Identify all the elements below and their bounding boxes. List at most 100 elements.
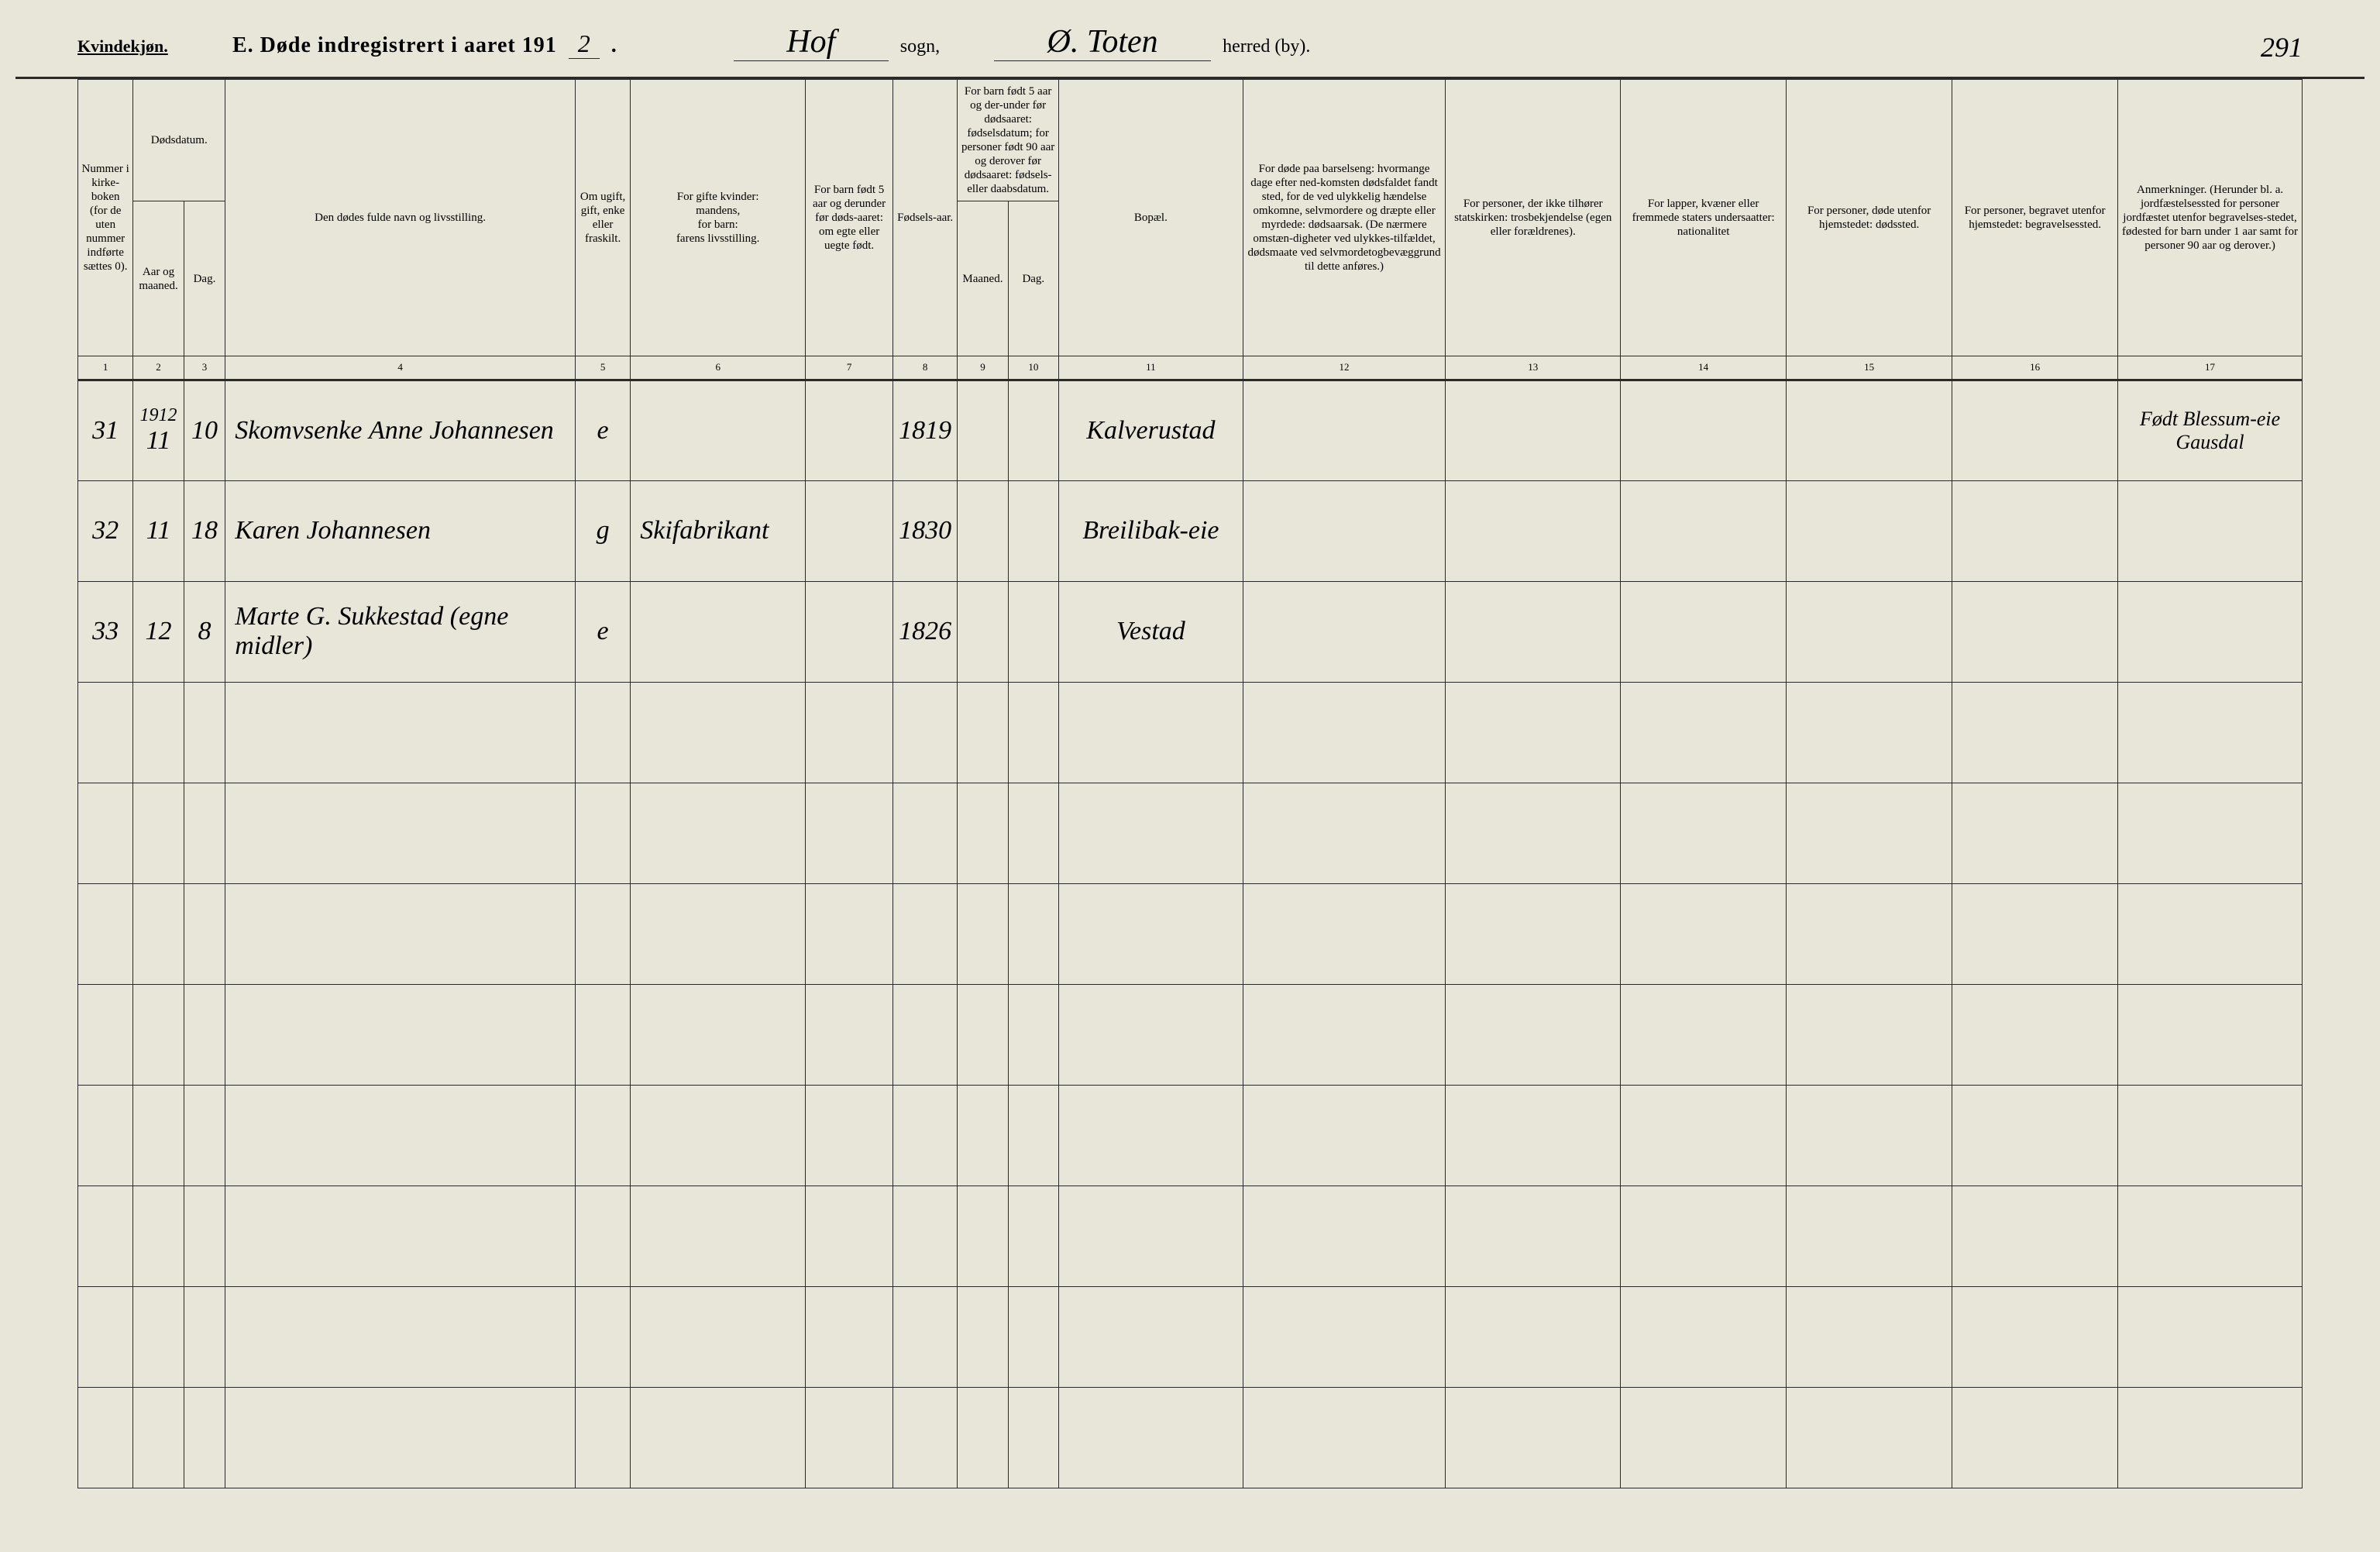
table-row-empty bbox=[78, 984, 2303, 1085]
col-num: 11 bbox=[1059, 356, 1243, 380]
col-header-6: For gifte kvinder: mandens, for barn: fa… bbox=[631, 80, 806, 356]
col-header-7: For barn født 5 aar og derunder før døds… bbox=[806, 80, 893, 356]
cell-nationality bbox=[1621, 581, 1787, 682]
col-num: 7 bbox=[806, 356, 893, 380]
title-area: E. Døde indregistrert i aaret 191 2 . Ho… bbox=[232, 23, 2303, 61]
cell-cause bbox=[1243, 480, 1446, 581]
cell-birth-year: 1819 bbox=[893, 380, 958, 480]
cell-cause bbox=[1243, 581, 1446, 682]
cell-death-place bbox=[1787, 581, 1952, 682]
cell-spouse: Skifabrikant bbox=[631, 480, 806, 581]
col-num: 9 bbox=[958, 356, 1008, 380]
col-num: 15 bbox=[1787, 356, 1952, 380]
table-row: 33 12 8 Marte G. Sukkestad (egne midler)… bbox=[78, 581, 2303, 682]
table-row: 32 11 18 Karen Johannesen g Skifabrikant… bbox=[78, 480, 2303, 581]
table-header: Nummer i kirke-boken (for de uten nummer… bbox=[78, 80, 2303, 380]
col-num: 10 bbox=[1008, 356, 1058, 380]
cell-remarks bbox=[2118, 480, 2303, 581]
col-header-9-10-group: For barn født 5 aar og der-under før død… bbox=[958, 80, 1059, 201]
cell-nationality bbox=[1621, 480, 1787, 581]
col-num: 16 bbox=[1952, 356, 2118, 380]
page-header: Kvindekjøn. E. Døde indregistrert i aare… bbox=[15, 15, 2365, 79]
cell-name: Marte G. Sukkestad (egne midler) bbox=[225, 581, 576, 682]
cell-burial-place bbox=[1952, 380, 2118, 480]
cell-residence: Breilibak-eie bbox=[1059, 480, 1243, 581]
cell-year-month: 12 bbox=[133, 581, 184, 682]
cell-year-month: 1912 11 bbox=[133, 380, 184, 480]
cell-burial-place bbox=[1952, 480, 2118, 581]
page-number: 291 bbox=[2261, 31, 2303, 64]
col-header-2-group: Dødsdatum. bbox=[133, 80, 225, 201]
table-row-empty bbox=[78, 1387, 2303, 1488]
col-num: 12 bbox=[1243, 356, 1446, 380]
cell-b-month bbox=[958, 480, 1008, 581]
cell-b-day bbox=[1008, 581, 1058, 682]
cell-birth-year: 1830 bbox=[893, 480, 958, 581]
col-header-17: Anmerkninger. (Herunder bl. a. jordfæste… bbox=[2118, 80, 2303, 356]
col-header-11: Bopæl. bbox=[1059, 80, 1243, 356]
col-num: 8 bbox=[893, 356, 958, 380]
col-header-4: Den dødes fulde navn og livsstilling. bbox=[225, 80, 576, 356]
cell-burial-place bbox=[1952, 581, 2118, 682]
herred-label: herred (by). bbox=[1223, 36, 1310, 57]
herred-value: Ø. Toten bbox=[994, 23, 1211, 61]
col-header-2: Aar og maaned. bbox=[133, 201, 184, 356]
cell-status: e bbox=[575, 581, 630, 682]
table-row: 31 1912 11 10 Skomvsenkе Anne Johannesen… bbox=[78, 380, 2303, 480]
col-header-15: For personer, døde utenfor hjemstedet: d… bbox=[1787, 80, 1952, 356]
cell-legit bbox=[806, 480, 893, 581]
table-row-empty bbox=[78, 1085, 2303, 1186]
cell-legit bbox=[806, 380, 893, 480]
col-header-14: For lapper, kvæner eller fremmede stater… bbox=[1621, 80, 1787, 356]
cell-residence: Kalverustad bbox=[1059, 380, 1243, 480]
col-num: 6 bbox=[631, 356, 806, 380]
table-row-empty bbox=[78, 783, 2303, 883]
cell-residence: Vestad bbox=[1059, 581, 1243, 682]
col-num: 13 bbox=[1446, 356, 1621, 380]
col-header-16: For personer, begravet utenfor hjemstede… bbox=[1952, 80, 2118, 356]
cell-faith bbox=[1446, 380, 1621, 480]
cell-num: 31 bbox=[78, 380, 133, 480]
sogn-value: Hof bbox=[734, 23, 889, 61]
table-row-empty bbox=[78, 682, 2303, 783]
cell-b-day bbox=[1008, 480, 1058, 581]
cell-day: 18 bbox=[184, 480, 225, 581]
register-page: Kvindekjøn. E. Døde indregistrert i aare… bbox=[15, 15, 2365, 1537]
col-num: 2 bbox=[133, 356, 184, 380]
cell-num: 32 bbox=[78, 480, 133, 581]
cell-spouse bbox=[631, 380, 806, 480]
col-header-10: Dag. bbox=[1008, 201, 1058, 356]
col-header-3: Dag. bbox=[184, 201, 225, 356]
cell-b-month bbox=[958, 380, 1008, 480]
cell-legit bbox=[806, 581, 893, 682]
register-table: Nummer i kirke-boken (for de uten nummer… bbox=[77, 79, 2303, 1488]
col-num: 1 bbox=[78, 356, 133, 380]
cell-name: Skomvsenkе Anne Johannesen bbox=[225, 380, 576, 480]
table-row-empty bbox=[78, 883, 2303, 984]
sogn-label: sogn, bbox=[900, 36, 940, 57]
table-body: 31 1912 11 10 Skomvsenkе Anne Johannesen… bbox=[78, 380, 2303, 1488]
cell-death-place bbox=[1787, 480, 1952, 581]
col-header-12: For døde paa barselseng: hvormange dage … bbox=[1243, 80, 1446, 356]
cell-status: e bbox=[575, 380, 630, 480]
col-num: 5 bbox=[575, 356, 630, 380]
col-header-9: Maaned. bbox=[958, 201, 1008, 356]
table-row-empty bbox=[78, 1186, 2303, 1286]
cell-status: g bbox=[575, 480, 630, 581]
cell-spouse bbox=[631, 581, 806, 682]
cell-day: 10 bbox=[184, 380, 225, 480]
cell-num: 33 bbox=[78, 581, 133, 682]
col-num: 4 bbox=[225, 356, 576, 380]
cell-b-month bbox=[958, 581, 1008, 682]
cell-remarks bbox=[2118, 581, 2303, 682]
cell-remarks: Født Blessum-eie Gausdal bbox=[2118, 380, 2303, 480]
col-header-5: Om ugift, gift, enke eller fraskilt. bbox=[575, 80, 630, 356]
cell-faith bbox=[1446, 581, 1621, 682]
cell-nationality bbox=[1621, 380, 1787, 480]
cell-faith bbox=[1446, 480, 1621, 581]
cell-birth-year: 1826 bbox=[893, 581, 958, 682]
col-num: 3 bbox=[184, 356, 225, 380]
year-suffix: 2 bbox=[569, 29, 600, 59]
cell-name: Karen Johannesen bbox=[225, 480, 576, 581]
col-header-1: Nummer i kirke-boken (for de uten nummer… bbox=[78, 80, 133, 356]
